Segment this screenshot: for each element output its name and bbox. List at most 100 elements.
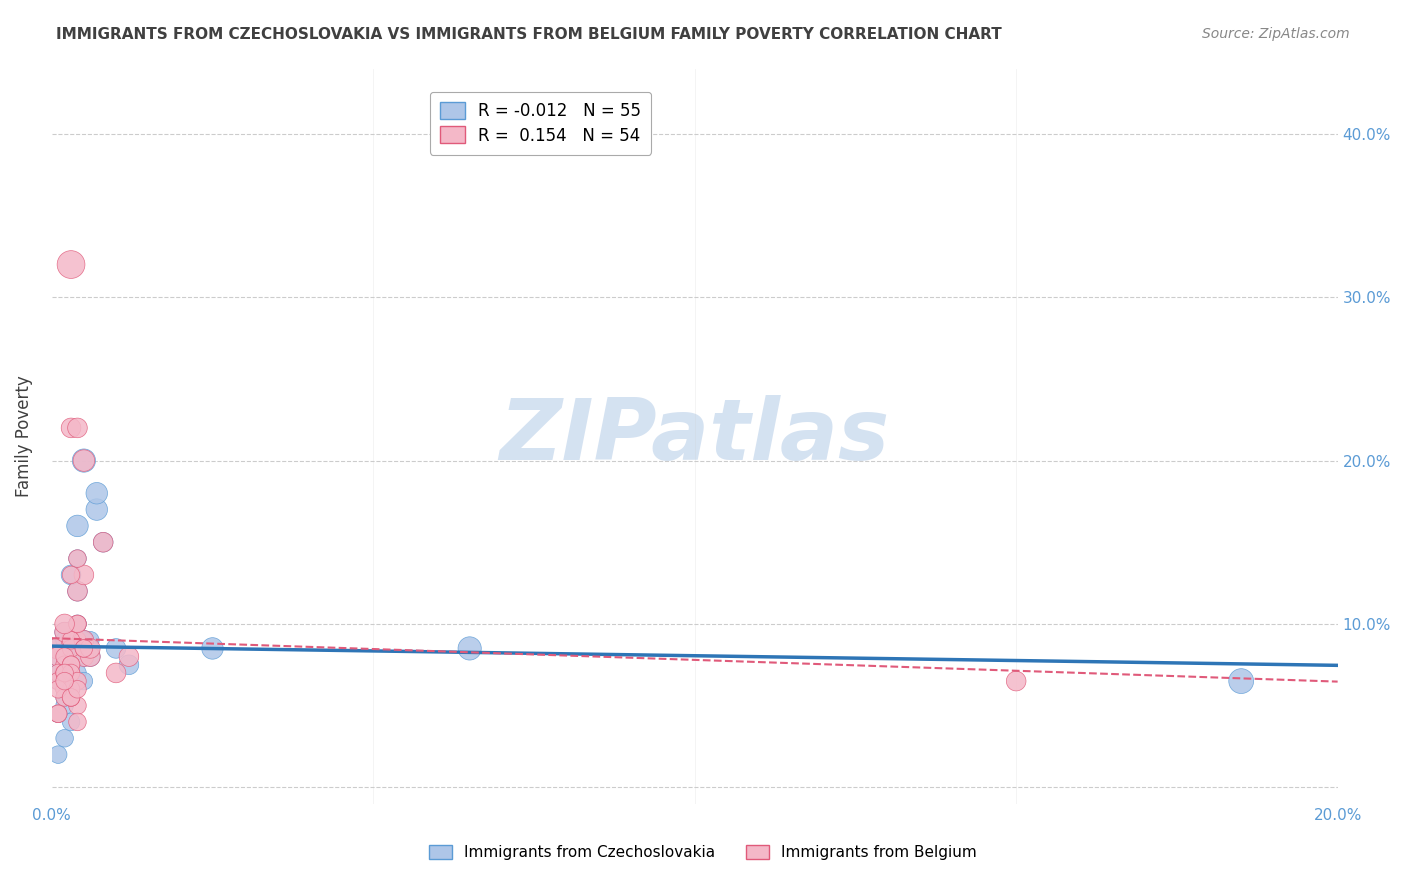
Point bbox=[53, 682, 76, 697]
Point bbox=[60, 657, 83, 672]
Point bbox=[46, 641, 69, 656]
Point bbox=[53, 649, 76, 664]
Point bbox=[53, 698, 76, 713]
Point bbox=[46, 649, 69, 664]
Point bbox=[46, 682, 69, 697]
Point bbox=[66, 551, 89, 566]
Point bbox=[46, 649, 69, 664]
Point bbox=[66, 519, 89, 533]
Point bbox=[60, 633, 83, 648]
Point bbox=[60, 682, 83, 697]
Point bbox=[73, 568, 96, 582]
Point bbox=[53, 625, 76, 640]
Point bbox=[46, 747, 69, 762]
Point bbox=[66, 616, 89, 631]
Point bbox=[53, 665, 76, 680]
Point bbox=[60, 258, 83, 272]
Point bbox=[46, 674, 69, 689]
Point bbox=[60, 641, 83, 656]
Point bbox=[60, 633, 83, 648]
Point bbox=[66, 421, 89, 435]
Point bbox=[66, 551, 89, 566]
Point bbox=[73, 641, 96, 656]
Point bbox=[118, 649, 141, 664]
Point bbox=[46, 706, 69, 721]
Point bbox=[86, 502, 108, 516]
Point bbox=[79, 641, 101, 656]
Point bbox=[1005, 674, 1028, 689]
Y-axis label: Family Poverty: Family Poverty bbox=[15, 376, 32, 497]
Point bbox=[66, 584, 89, 599]
Point bbox=[79, 641, 101, 656]
Point bbox=[60, 657, 83, 672]
Point bbox=[73, 633, 96, 648]
Point bbox=[53, 616, 76, 631]
Point bbox=[66, 674, 89, 689]
Point bbox=[73, 649, 96, 664]
Point bbox=[73, 649, 96, 664]
Point bbox=[60, 665, 83, 680]
Point bbox=[79, 649, 101, 664]
Point bbox=[60, 674, 83, 689]
Point bbox=[46, 706, 69, 721]
Point bbox=[86, 486, 108, 500]
Point bbox=[60, 690, 83, 705]
Point bbox=[66, 665, 89, 680]
Point bbox=[53, 674, 76, 689]
Point bbox=[60, 657, 83, 672]
Point bbox=[53, 731, 76, 746]
Text: IMMIGRANTS FROM CZECHOSLOVAKIA VS IMMIGRANTS FROM BELGIUM FAMILY POVERTY CORRELA: IMMIGRANTS FROM CZECHOSLOVAKIA VS IMMIGR… bbox=[56, 27, 1002, 42]
Point bbox=[46, 706, 69, 721]
Point bbox=[73, 633, 96, 648]
Point bbox=[66, 698, 89, 713]
Legend: Immigrants from Czechoslovakia, Immigrants from Belgium: Immigrants from Czechoslovakia, Immigran… bbox=[423, 839, 983, 866]
Point bbox=[60, 633, 83, 648]
Text: Source: ZipAtlas.com: Source: ZipAtlas.com bbox=[1202, 27, 1350, 41]
Point bbox=[105, 665, 128, 680]
Point bbox=[1230, 674, 1253, 689]
Point bbox=[60, 568, 83, 582]
Legend: R = -0.012   N = 55, R =  0.154   N = 54: R = -0.012 N = 55, R = 0.154 N = 54 bbox=[430, 92, 651, 154]
Point bbox=[46, 665, 69, 680]
Point bbox=[73, 453, 96, 467]
Point bbox=[60, 682, 83, 697]
Point bbox=[60, 421, 83, 435]
Point bbox=[66, 584, 89, 599]
Point bbox=[60, 690, 83, 705]
Point bbox=[91, 535, 114, 549]
Point bbox=[60, 649, 83, 664]
Point bbox=[118, 657, 141, 672]
Point bbox=[66, 649, 89, 664]
Point bbox=[53, 657, 76, 672]
Point bbox=[53, 657, 76, 672]
Point bbox=[53, 665, 76, 680]
Point bbox=[73, 641, 96, 656]
Text: ZIPatlas: ZIPatlas bbox=[499, 394, 890, 477]
Point bbox=[201, 641, 224, 656]
Point bbox=[53, 682, 76, 697]
Point bbox=[53, 665, 76, 680]
Point bbox=[53, 649, 76, 664]
Point bbox=[60, 690, 83, 705]
Point bbox=[73, 641, 96, 656]
Point bbox=[46, 641, 69, 656]
Point bbox=[458, 641, 481, 656]
Point bbox=[66, 616, 89, 631]
Point bbox=[66, 616, 89, 631]
Point bbox=[73, 633, 96, 648]
Point bbox=[66, 633, 89, 648]
Point bbox=[46, 665, 69, 680]
Point bbox=[60, 657, 83, 672]
Point bbox=[53, 665, 76, 680]
Point bbox=[79, 633, 101, 648]
Point bbox=[53, 625, 76, 640]
Point bbox=[60, 714, 83, 729]
Point bbox=[79, 649, 101, 664]
Point bbox=[60, 665, 83, 680]
Point bbox=[60, 690, 83, 705]
Point bbox=[60, 665, 83, 680]
Point bbox=[66, 633, 89, 648]
Point bbox=[66, 682, 89, 697]
Point bbox=[53, 690, 76, 705]
Point bbox=[60, 665, 83, 680]
